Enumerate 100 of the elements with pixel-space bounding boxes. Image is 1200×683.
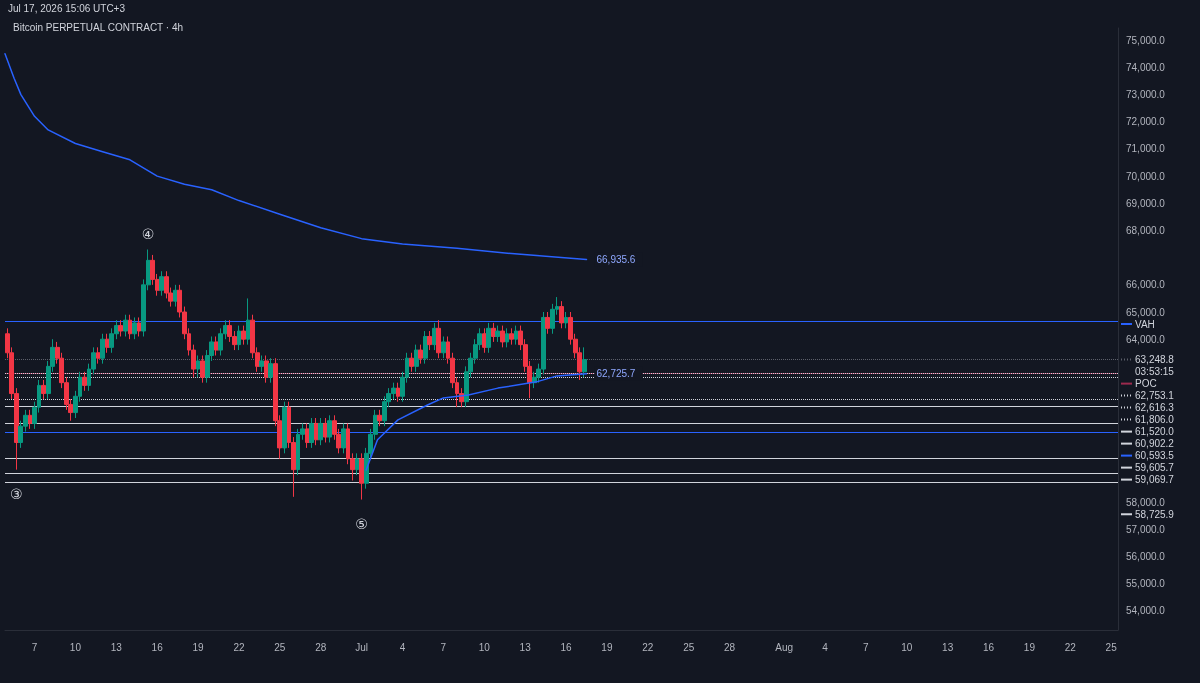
x-tick-label: 10: [901, 641, 913, 653]
y-tick-label: 69,000.0: [1126, 197, 1166, 209]
x-tick-label: 22: [642, 641, 654, 653]
candlestick: [436, 319, 441, 359]
x-tick-label: 25: [683, 641, 695, 653]
candlestick: [500, 325, 505, 348]
candlestick: [491, 322, 496, 343]
candlestick: [237, 325, 241, 351]
y-tick-label: 75,000.0: [1126, 34, 1166, 46]
candlestick: [414, 344, 419, 373]
x-tick-label: 25: [274, 641, 286, 653]
candlestick: [246, 297, 250, 346]
x-tick-label: Aug: [775, 641, 793, 653]
candlestick: [359, 452, 364, 501]
x-tick-label: 4: [822, 641, 829, 653]
candlestick: [159, 270, 164, 297]
ref-line-label: VAH: [1135, 318, 1155, 330]
candlestick: [495, 325, 500, 343]
candlestick: [323, 417, 328, 443]
legend-label: POC: [1135, 378, 1157, 390]
candlestick: [123, 314, 128, 337]
data-label: 66,935.6: [596, 253, 636, 265]
y-tick-label: 71,000.0: [1126, 143, 1166, 155]
candlestick: [200, 355, 205, 384]
x-tick-label: 19: [192, 641, 205, 653]
candlestick: [341, 422, 346, 454]
candlestick: [259, 355, 264, 373]
y-tick-label: 58,000.0: [1126, 496, 1166, 508]
x-tick-label: 10: [69, 641, 82, 653]
candlestick: [409, 352, 414, 373]
x-tick-label: 10: [478, 641, 491, 653]
y-tick-label: 54,000.0: [1126, 605, 1166, 617]
y-tick-label: 64,000.0: [1126, 333, 1166, 345]
x-tick-label: 28: [724, 641, 736, 653]
candlestick: [132, 316, 137, 340]
candlestick: [505, 327, 509, 348]
candlestick: [28, 409, 32, 430]
x-tick-label: 22: [233, 641, 245, 653]
candlestick: [482, 327, 487, 354]
candlestick: [268, 357, 273, 384]
legend-label: 58,725.9: [1135, 508, 1175, 520]
data-label: 62,725.7: [596, 368, 636, 380]
x-tick-label: Jul: [355, 641, 369, 653]
candlestick: [128, 314, 132, 340]
annotation: ⑤: [355, 515, 368, 532]
line-series: [4, 53, 588, 261]
candlestick: [264, 355, 269, 384]
y-tick-label: 73,000.0: [1126, 89, 1166, 101]
candlestick: [396, 382, 400, 403]
candlestick: [514, 325, 518, 346]
text: Jul 17, 2026 15:06 UTC+3: [8, 2, 126, 14]
x-tick-label: 16: [560, 641, 573, 653]
candlestick: [441, 335, 446, 359]
y-tick-label: 72,000.0: [1126, 116, 1166, 128]
candlestick: [327, 414, 332, 443]
candlestick: [241, 325, 246, 346]
y-tick-label: 55,000.0: [1126, 578, 1166, 590]
candlestick: [309, 417, 314, 449]
candlestick: [355, 452, 359, 476]
legend-label: 62,616.3: [1135, 402, 1175, 414]
legend-label: 61,806.0: [1135, 414, 1175, 426]
candlestick: [564, 311, 568, 329]
candlestick: [137, 316, 141, 337]
ref-line-label: 59,069.7: [1135, 474, 1175, 486]
x-tick-label: 22: [1064, 641, 1077, 653]
candlestick: [318, 417, 323, 446]
candlestick: [509, 327, 514, 346]
candlestick: [418, 344, 423, 365]
legend-label: 62,753.1: [1135, 390, 1175, 402]
candlestick: [214, 335, 219, 356]
ref-line-label: 63,248.8: [1135, 354, 1175, 366]
x-tick-label: 13: [519, 641, 532, 653]
legend-label: 60,902.2: [1135, 438, 1175, 450]
candlestick: [582, 346, 587, 378]
candlestick: [486, 322, 491, 354]
x-tick-label: 25: [1105, 641, 1118, 653]
candlestick: [427, 330, 432, 351]
candlestick: [118, 319, 123, 337]
candlestick: [41, 379, 46, 400]
x-tick-label: 19: [601, 641, 613, 653]
legend-label: 61,520.0: [1135, 426, 1175, 438]
candlestick: [282, 401, 287, 454]
y-tick-label: 65,000.0: [1126, 306, 1166, 318]
x-tick-label: 4: [399, 641, 406, 653]
chart-title: Bitcoin PERPETUAL CONTRACT · 4h: [13, 21, 184, 33]
candlestick: [305, 422, 310, 449]
y-tick-label: 70,000.0: [1126, 170, 1166, 182]
y-tick-label: 68,000.0: [1126, 224, 1166, 236]
candlestick: [82, 371, 87, 392]
candlestick: [173, 284, 178, 308]
x-tick-label: 16: [151, 641, 164, 653]
candlestick: [105, 333, 110, 354]
y-tick-label: 66,000.0: [1126, 279, 1166, 291]
candlestick: [545, 311, 550, 335]
x-tick-label: 28: [315, 641, 327, 653]
candlestick: [377, 409, 382, 427]
y-tick-label: 56,000.0: [1126, 551, 1166, 563]
candlestick: [423, 330, 428, 365]
x-tick-label: 13: [110, 641, 123, 653]
candlestick: [100, 333, 105, 365]
